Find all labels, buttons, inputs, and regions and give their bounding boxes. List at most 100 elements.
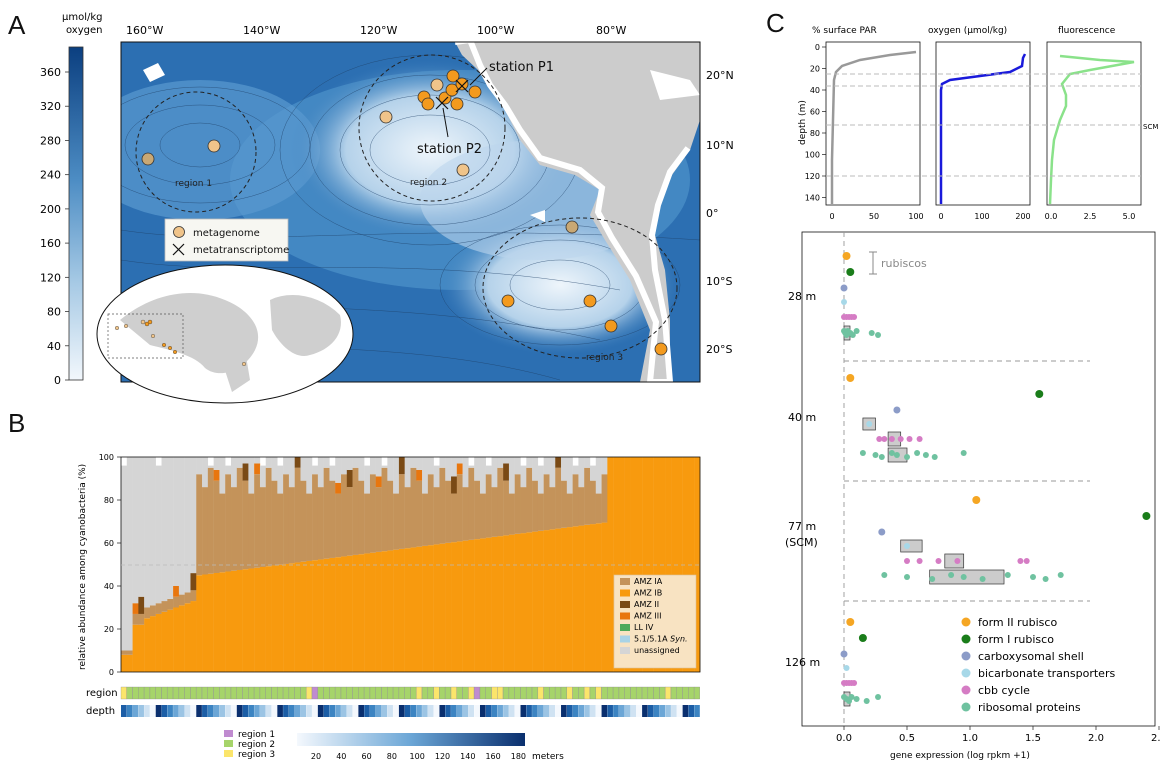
- bar-segment: [537, 530, 544, 672]
- colorbar-title: μmol/kg: [62, 12, 103, 23]
- profile-oxygen: [935, 41, 1031, 206]
- expression-xtick-label: 2.0: [1088, 733, 1104, 744]
- bar-segment: [520, 487, 527, 534]
- bar-segment: [416, 546, 423, 672]
- bar-segment: [491, 536, 498, 672]
- svg-text:region 1: region 1: [238, 730, 275, 740]
- cbb-point: [906, 436, 913, 442]
- bar-segment: [329, 480, 336, 558]
- bar-segment: [561, 527, 568, 672]
- ribosomal-point: [868, 330, 875, 336]
- ribosomal-point: [888, 450, 895, 456]
- bar-segment: [190, 573, 197, 591]
- bar-segment: [572, 526, 579, 672]
- bar-segment: [312, 465, 319, 475]
- bar-segment: [317, 559, 324, 672]
- bar-segment: [323, 558, 330, 672]
- bar-segment: [236, 457, 243, 468]
- metagenome-points: [141, 69, 668, 356]
- bar-segment: [121, 650, 127, 655]
- lat-label-20s: 20°S: [706, 343, 732, 356]
- profile-par: [825, 41, 921, 206]
- profile-xtick-label: 0: [938, 212, 943, 221]
- bicarbonate-point: [866, 421, 873, 427]
- profile-title-par: % surface PAR: [812, 26, 877, 36]
- profile-title-oxygen: oxygen (μmol/kg): [928, 26, 1007, 36]
- profile-xtick-label: 2.5: [1084, 212, 1097, 221]
- metatranscriptome-marks: [435, 79, 469, 110]
- bar-segment: [132, 457, 139, 604]
- bar-segment: [398, 474, 405, 549]
- bar-segment: [514, 533, 521, 672]
- bar-segment: [497, 467, 504, 537]
- cbb-point: [888, 436, 895, 442]
- bar-segment: [265, 566, 272, 672]
- cbb-point: [897, 436, 904, 442]
- bar-segment: [173, 607, 180, 672]
- bar-segment: [595, 457, 602, 494]
- expression-xtick-label: 1.0: [962, 733, 978, 744]
- bar-segment: [398, 457, 405, 475]
- bar-segment: [566, 527, 573, 672]
- bar-segment: [555, 528, 562, 672]
- bar-segment: [636, 457, 643, 672]
- bar-segment: [225, 474, 232, 572]
- barchart-legend-label: AMZ II: [634, 600, 659, 609]
- region-track: [120, 686, 700, 700]
- world-inset: [96, 264, 354, 404]
- bar-segment: [485, 537, 492, 672]
- map-legend: [164, 218, 289, 262]
- bar-segment: [132, 624, 139, 672]
- bar-segment: [537, 493, 544, 531]
- expression-xticks: 0.0 0.5 1.0 1.5 2.0 2.5: [836, 726, 1161, 744]
- barchart-legend-label: LL IV: [634, 623, 654, 632]
- profile-yticks: 0 20 40 60 80 100 120 140: [805, 43, 826, 203]
- bar-segment: [439, 467, 446, 544]
- bar-segment: [149, 616, 156, 672]
- bar-segment: [121, 654, 127, 672]
- bar-segment: [485, 474, 492, 538]
- bicarbonate-point: [843, 665, 850, 671]
- bar-segment: [532, 457, 539, 481]
- station-p2-leader: [442, 107, 449, 138]
- bar-segment: [549, 457, 556, 488]
- bicarbonate-point: [841, 299, 847, 305]
- bar-segment: [549, 487, 556, 530]
- panel-letter-a: A: [8, 10, 26, 40]
- bar-segment: [196, 474, 203, 576]
- expression-points: [840, 252, 1151, 707]
- depth-tick-label: 20: [311, 752, 321, 761]
- bar-segment: [178, 457, 185, 595]
- bar-segment: [427, 545, 434, 672]
- ribosomal-point: [853, 696, 860, 702]
- scm-label: SCM: [1143, 123, 1158, 131]
- bar-segment: [520, 533, 527, 672]
- expression-xlabel: gene expression (log rpkm +1): [890, 751, 1030, 761]
- bar-segment: [219, 493, 226, 573]
- bar-segment: [451, 493, 458, 543]
- profile-ytick-label: 20: [810, 65, 820, 74]
- bar-segment: [398, 548, 405, 672]
- bar-segment: [479, 538, 486, 672]
- bar-segment: [213, 480, 220, 573]
- bar-segment: [312, 474, 319, 561]
- cbb-point: [916, 436, 923, 442]
- bar-segment: [508, 493, 515, 535]
- ribosomal-point: [859, 450, 866, 456]
- ribosomal-point: [875, 332, 882, 338]
- bar-segment: [190, 601, 197, 672]
- bar-segment: [578, 487, 585, 526]
- colorbar-tick-label: 0: [54, 374, 61, 387]
- lat-label-10n: 10°N: [706, 139, 734, 152]
- expression-xtick-label: 0.5: [899, 733, 915, 744]
- colorbar-tick-label: 360: [40, 66, 61, 79]
- bar-segment: [491, 487, 498, 537]
- depth-tick-label: 60: [362, 752, 372, 761]
- bar-segment: [688, 457, 695, 672]
- panel-b-barchart: relative abundance among cyanobacteria (…: [78, 453, 701, 762]
- bar-segment: [555, 467, 562, 529]
- bar-segment: [254, 463, 261, 475]
- bar-segment: [358, 554, 365, 672]
- bar-segment: [468, 539, 475, 672]
- bar-segment: [393, 549, 400, 672]
